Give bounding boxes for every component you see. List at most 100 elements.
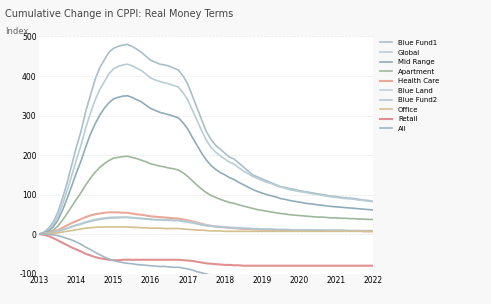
Blue Land — [115, 215, 121, 219]
Retail — [241, 264, 246, 268]
Apartment — [36, 232, 42, 236]
Office — [208, 229, 214, 233]
Mid Range — [152, 109, 158, 112]
Office — [328, 230, 334, 233]
Apartment — [342, 216, 348, 220]
Global — [152, 78, 158, 82]
Blue Fund1 — [208, 137, 214, 141]
Line: All: All — [39, 234, 373, 284]
Blue Land — [370, 229, 376, 232]
Retail — [148, 258, 154, 261]
All — [148, 264, 154, 268]
Legend: Blue Fund1, Global, Mid Range, Apartment, Health Care, Blue Land, Blue Fund2, Of: Blue Fund1, Global, Mid Range, Apartment… — [380, 40, 439, 132]
Global — [208, 145, 214, 149]
Line: Health Care: Health Care — [39, 212, 373, 234]
Text: Cumulative Change in CPPI: Real Money Terms: Cumulative Change in CPPI: Real Money Te… — [5, 9, 233, 19]
Apartment — [328, 216, 334, 220]
Line: Retail: Retail — [39, 234, 373, 266]
Blue Fund2 — [342, 229, 348, 232]
Blue Fund2 — [370, 229, 376, 233]
Text: Index: Index — [5, 27, 28, 36]
Blue Fund2 — [120, 216, 126, 219]
Blue Fund2 — [319, 229, 325, 232]
Global — [342, 197, 348, 200]
Line: Blue Land: Blue Land — [39, 217, 373, 234]
Office — [319, 230, 325, 233]
Mid Range — [208, 164, 214, 167]
Line: Blue Fund1: Blue Fund1 — [39, 44, 373, 234]
Health Care — [370, 230, 376, 233]
Global — [36, 232, 42, 236]
Blue Fund2 — [110, 216, 116, 220]
Blue Fund1 — [370, 199, 376, 203]
Blue Land — [36, 232, 42, 236]
Blue Fund1 — [110, 47, 116, 50]
Line: Global: Global — [39, 64, 373, 234]
Blue Land — [110, 215, 116, 219]
Retail — [328, 264, 334, 268]
Retail — [110, 258, 116, 262]
Blue Fund2 — [208, 224, 214, 228]
Health Care — [115, 211, 121, 214]
Health Care — [106, 211, 112, 214]
Mid Range — [124, 94, 130, 98]
Mid Range — [370, 208, 376, 212]
Health Care — [208, 224, 214, 228]
Blue Fund2 — [36, 232, 42, 236]
Apartment — [152, 163, 158, 167]
Office — [152, 226, 158, 230]
Blue Fund1 — [152, 60, 158, 64]
Retail — [319, 264, 325, 268]
Blue Fund1 — [319, 193, 325, 196]
Health Care — [152, 215, 158, 219]
Office — [342, 230, 348, 233]
Blue Fund2 — [328, 229, 334, 232]
Office — [115, 225, 121, 229]
Apartment — [370, 218, 376, 221]
Apartment — [110, 156, 116, 160]
Mid Range — [342, 206, 348, 209]
Retail — [370, 264, 376, 268]
All — [110, 259, 116, 262]
Blue Fund1 — [342, 196, 348, 199]
All — [319, 282, 325, 285]
Global — [110, 67, 116, 71]
Global — [370, 200, 376, 203]
All — [203, 272, 209, 276]
Retail — [36, 232, 42, 236]
Blue Land — [152, 218, 158, 221]
Retail — [342, 264, 348, 268]
Blue Land — [208, 224, 214, 228]
Health Care — [36, 232, 42, 236]
Blue Fund1 — [124, 43, 130, 46]
Office — [370, 230, 376, 233]
Blue Fund2 — [152, 218, 158, 222]
Blue Fund1 — [36, 232, 42, 236]
Blue Land — [342, 229, 348, 232]
Mid Range — [319, 203, 325, 207]
Global — [319, 194, 325, 197]
Line: Office: Office — [39, 227, 373, 234]
Office — [36, 232, 42, 236]
Blue Land — [319, 228, 325, 232]
Blue Fund1 — [328, 194, 334, 198]
All — [370, 282, 376, 285]
All — [315, 282, 321, 285]
All — [36, 232, 42, 236]
Mid Range — [110, 97, 116, 101]
Office — [97, 225, 103, 229]
Health Care — [319, 229, 325, 232]
Apartment — [124, 154, 130, 158]
All — [342, 282, 348, 285]
Blue Land — [328, 228, 334, 232]
Mid Range — [328, 205, 334, 208]
Global — [328, 195, 334, 199]
Line: Blue Fund2: Blue Fund2 — [39, 217, 373, 234]
Apartment — [208, 194, 214, 197]
Apartment — [319, 215, 325, 219]
All — [328, 282, 334, 285]
Health Care — [328, 229, 334, 233]
Global — [124, 62, 130, 66]
Health Care — [342, 229, 348, 233]
Line: Apartment: Apartment — [39, 156, 373, 234]
